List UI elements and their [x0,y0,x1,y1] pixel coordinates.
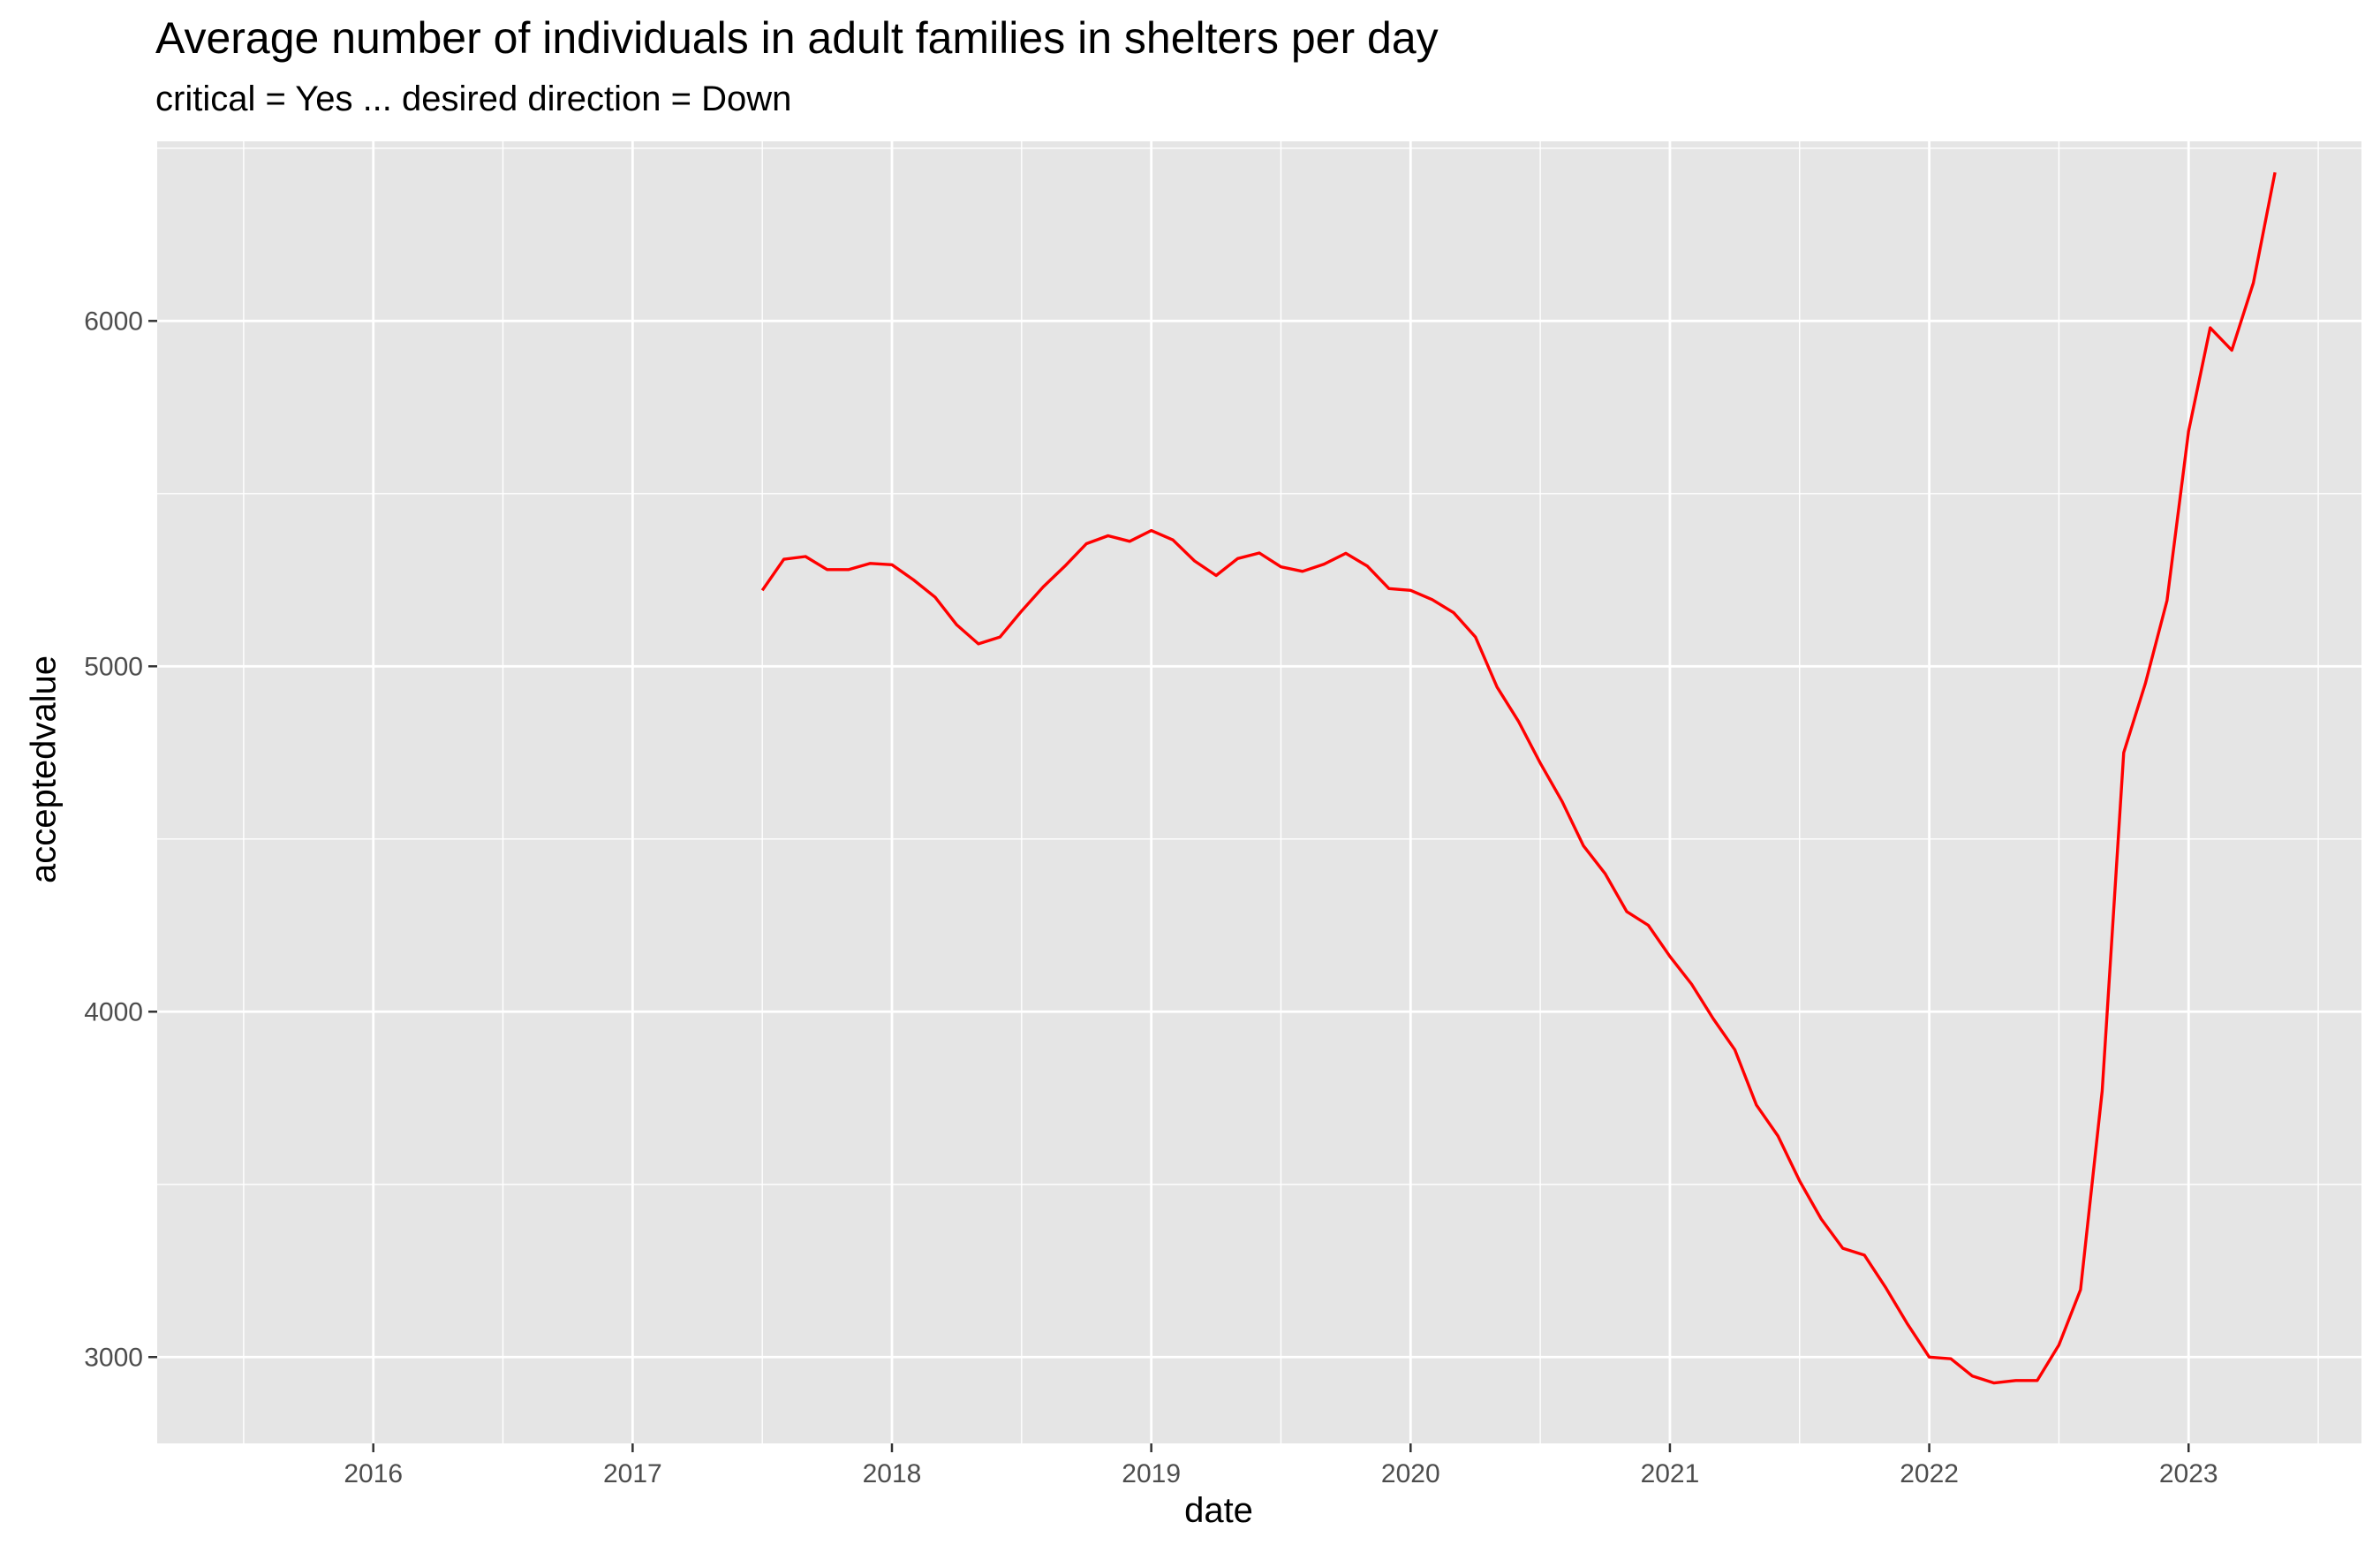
series-line [760,171,2277,1385]
x-tick-label: 2020 [1381,1459,1440,1488]
x-tick-label: 2022 [1900,1459,1959,1488]
y-axis-label: acceptedvalue [24,655,64,883]
major-gridlines [157,141,2361,1443]
chart-title: Average number of individuals in adult f… [155,13,1439,63]
x-axis-label: date [1184,1491,1253,1530]
x-tick-label: 2019 [1122,1459,1181,1488]
x-tick-label: 2023 [2159,1459,2218,1488]
plot-panel [157,141,2361,1443]
x-tick-label: 2018 [863,1459,922,1488]
series-group [760,171,2277,1385]
y-tick-label: 6000 [84,307,143,336]
x-tick-label: 2017 [603,1459,662,1488]
x-tick-label: 2016 [344,1459,403,1488]
chart-subtitle: critical = Yes ... desired direction = D… [155,80,792,118]
y-tick-label: 3000 [84,1343,143,1372]
x-tick-label: 2021 [1641,1459,1700,1488]
y-tick-label: 5000 [84,652,143,681]
minor-gridlines [157,141,2361,1443]
axis-tick-labels: 2016 2017 2018 2019 2020 2021 2022 2023 3000 4000… [84,307,2218,1488]
y-tick-label: 4000 [84,997,143,1026]
axis-tick-marks [148,320,2190,1452]
